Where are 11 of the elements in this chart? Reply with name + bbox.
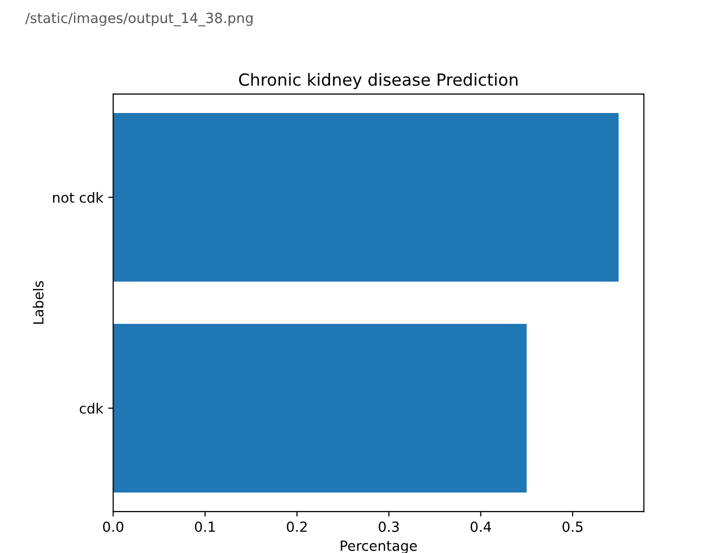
y-axis-title: Labels <box>32 281 44 324</box>
x-tick-label: 0.4 <box>470 521 492 532</box>
x-tick-label: 0.1 <box>194 521 215 532</box>
y-tick-label: not cdk <box>53 192 104 203</box>
x-tick-label: 0.3 <box>378 521 399 532</box>
x-tick-label: 0.0 <box>103 521 124 532</box>
x-tick-label: 0.5 <box>562 521 582 532</box>
x-tick-label: 0.2 <box>286 521 307 532</box>
text: /static/images/output_14_38.png <box>25 12 253 26</box>
chart-title: Chronic kidney disease Prediction <box>239 73 518 90</box>
y-tick-label: cdk <box>80 402 104 414</box>
